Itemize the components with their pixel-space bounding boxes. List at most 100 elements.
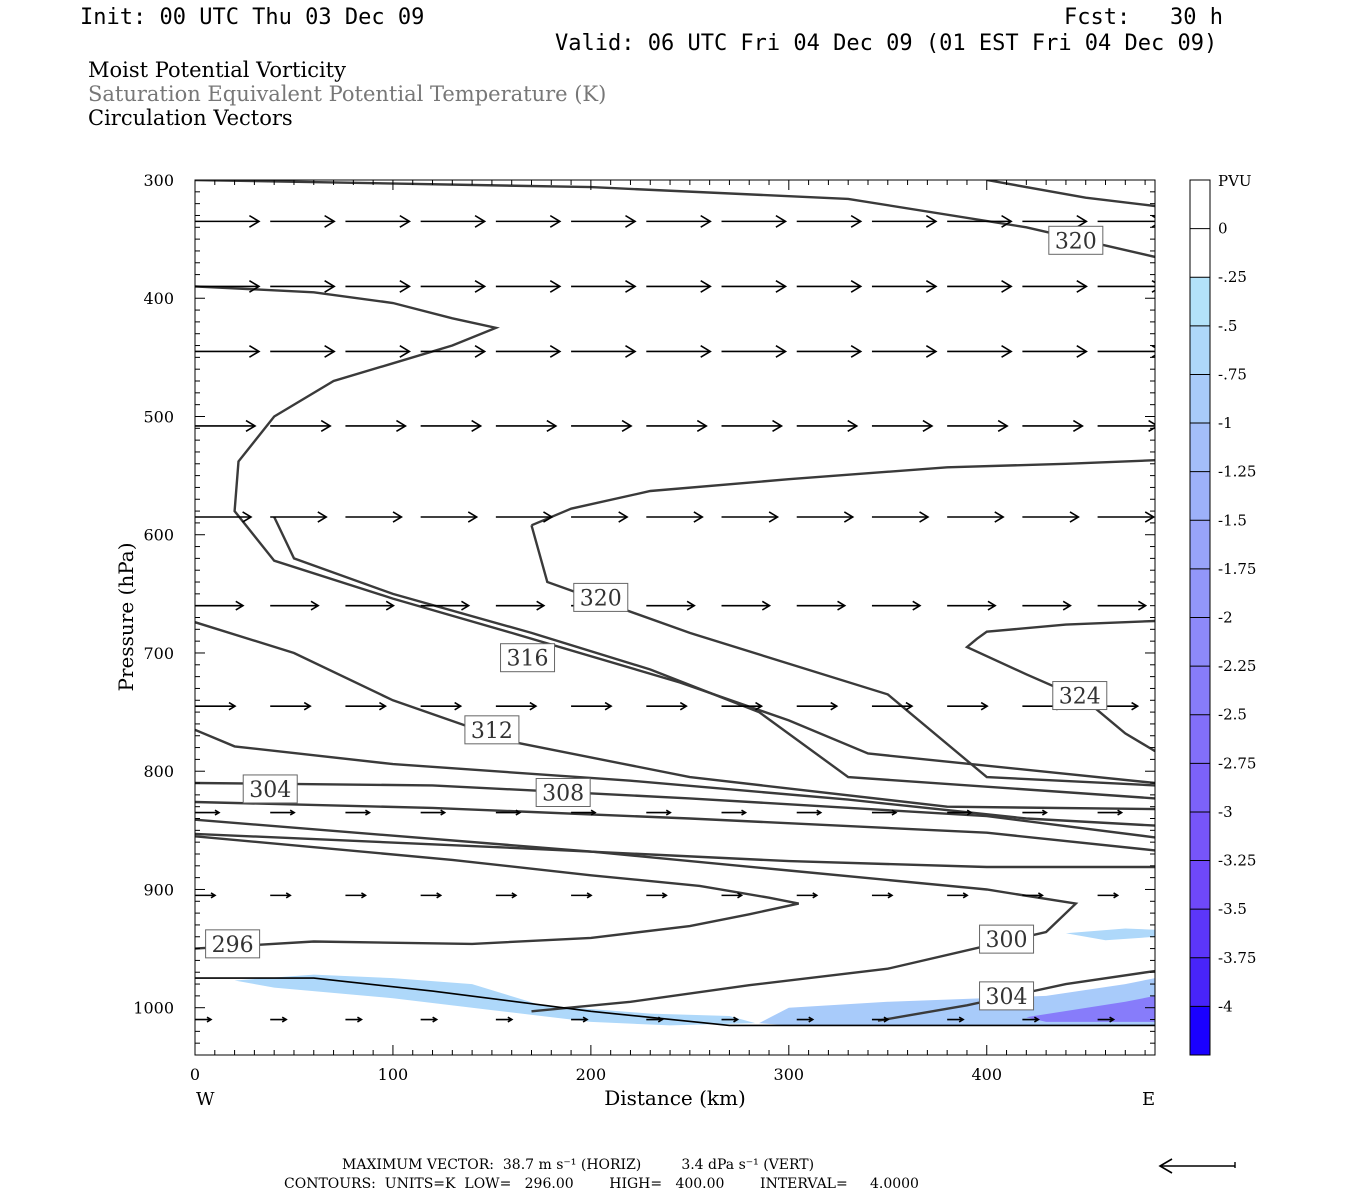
circulation-vector bbox=[796, 892, 819, 899]
contour-label: 320 bbox=[573, 582, 629, 612]
vector-head bbox=[396, 419, 407, 433]
vector-head bbox=[454, 701, 463, 711]
colorbar-cell bbox=[1190, 471, 1210, 521]
vector-head bbox=[590, 809, 597, 816]
vector-head bbox=[432, 1016, 439, 1023]
vector-head bbox=[385, 600, 395, 611]
y-axis-label: Pressure (hPa) bbox=[114, 543, 138, 692]
vector-head bbox=[549, 279, 562, 293]
contour-label: 304 bbox=[242, 774, 298, 804]
circulation-vector bbox=[270, 214, 336, 228]
theta-contour-320-9 bbox=[273, 516, 1155, 800]
circulation-vector bbox=[420, 345, 487, 358]
circulation-vector bbox=[646, 809, 672, 816]
vector-head bbox=[529, 701, 538, 711]
colorbar-level-label: -1.5 bbox=[1218, 511, 1247, 529]
contour-label-text: 308 bbox=[542, 782, 584, 807]
vector-head bbox=[837, 600, 847, 611]
circulation-vector bbox=[871, 809, 898, 816]
circulation-vector bbox=[420, 1016, 439, 1023]
vector-head bbox=[549, 214, 562, 228]
vector-head bbox=[693, 511, 704, 523]
vector-head bbox=[392, 511, 403, 523]
vector-head bbox=[235, 600, 245, 611]
circulation-vector bbox=[721, 511, 780, 523]
init-time: Init: 00 UTC Thu 03 Dec 09 bbox=[80, 5, 425, 30]
circulation-vector bbox=[1022, 419, 1084, 433]
circulation-vector bbox=[646, 600, 696, 611]
circulation-vector bbox=[796, 809, 823, 816]
circulation-vector bbox=[1022, 214, 1088, 228]
circulation-vector bbox=[796, 214, 863, 228]
vector-head bbox=[1148, 419, 1155, 433]
y-tick-label: 800 bbox=[143, 762, 174, 781]
vector-head bbox=[248, 214, 261, 228]
circulation-vector bbox=[1022, 809, 1048, 816]
vector-head bbox=[1109, 1016, 1116, 1023]
circulation-vector bbox=[1022, 511, 1080, 523]
vector-head bbox=[962, 892, 969, 899]
vector-head bbox=[1001, 214, 1013, 228]
circulation-vector bbox=[495, 701, 538, 711]
colorbar-cell-top bbox=[1190, 180, 1210, 229]
circulation-vector bbox=[345, 892, 367, 899]
contour-label: 316 bbox=[500, 643, 556, 673]
theta-contour-324-14 bbox=[986, 180, 1155, 208]
vector-head bbox=[625, 345, 637, 358]
circulation-vector bbox=[1097, 214, 1155, 228]
y-tick-label: 600 bbox=[143, 526, 174, 545]
circulation-vector bbox=[947, 419, 1009, 433]
circulation-vector bbox=[270, 1016, 288, 1023]
colorbar-level-label: -3.25 bbox=[1218, 852, 1256, 870]
circulation-vector bbox=[571, 809, 597, 816]
circulation-vector bbox=[270, 419, 332, 433]
vector-head bbox=[289, 809, 296, 816]
vector-head bbox=[1001, 345, 1013, 358]
circulation-vector bbox=[796, 600, 847, 611]
colorbar-level-label: -2 bbox=[1218, 609, 1233, 627]
vector-head bbox=[357, 1016, 363, 1023]
circulation-vector bbox=[420, 419, 483, 433]
circulation-vector bbox=[420, 214, 487, 228]
circulation-vector bbox=[721, 345, 788, 358]
x-tick-label: 200 bbox=[576, 1065, 607, 1084]
vector-head bbox=[1076, 214, 1088, 228]
colorbar-level-label: -1 bbox=[1218, 414, 1233, 432]
vector-head bbox=[625, 214, 637, 228]
vector-head bbox=[679, 701, 688, 711]
field-title-theta: Saturation Equivalent Potential Temperat… bbox=[88, 82, 607, 106]
circulation-vector bbox=[270, 345, 336, 358]
circulation-vector bbox=[1097, 511, 1155, 523]
circulation-vector bbox=[871, 1016, 890, 1023]
vector-head bbox=[816, 809, 823, 816]
circulation-vector bbox=[195, 809, 221, 816]
colorbar-units: PVU bbox=[1218, 172, 1252, 190]
colorbar-cell bbox=[1190, 957, 1210, 1007]
y-tick-label: 300 bbox=[143, 171, 174, 190]
vector-head bbox=[847, 419, 859, 433]
circulation-vector bbox=[646, 214, 712, 228]
circulation-vector bbox=[947, 1016, 965, 1023]
circulation-vector bbox=[571, 419, 633, 433]
vector-head bbox=[665, 809, 672, 816]
vector-head bbox=[399, 345, 411, 358]
circulation-vector bbox=[270, 701, 312, 711]
circulation-vector bbox=[721, 419, 784, 433]
vector-head bbox=[980, 701, 989, 711]
vector-head bbox=[474, 345, 487, 358]
vector-head bbox=[843, 511, 855, 523]
vector-head bbox=[285, 892, 292, 899]
colorbar-cell bbox=[1190, 1006, 1210, 1055]
theta-contour-312-7 bbox=[195, 728, 1155, 827]
vector-head bbox=[248, 279, 261, 293]
colorbar-level-label: -.75 bbox=[1218, 365, 1247, 383]
y-tick-label: 900 bbox=[143, 880, 174, 899]
circulation-vector bbox=[646, 419, 708, 433]
circulation-vector bbox=[571, 1016, 589, 1023]
contour-label: 312 bbox=[464, 715, 520, 745]
colorbar-cell bbox=[1190, 374, 1210, 424]
vector-head bbox=[471, 419, 483, 433]
colorbar-cell bbox=[1190, 520, 1210, 569]
contour-label-text: 296 bbox=[212, 933, 254, 958]
